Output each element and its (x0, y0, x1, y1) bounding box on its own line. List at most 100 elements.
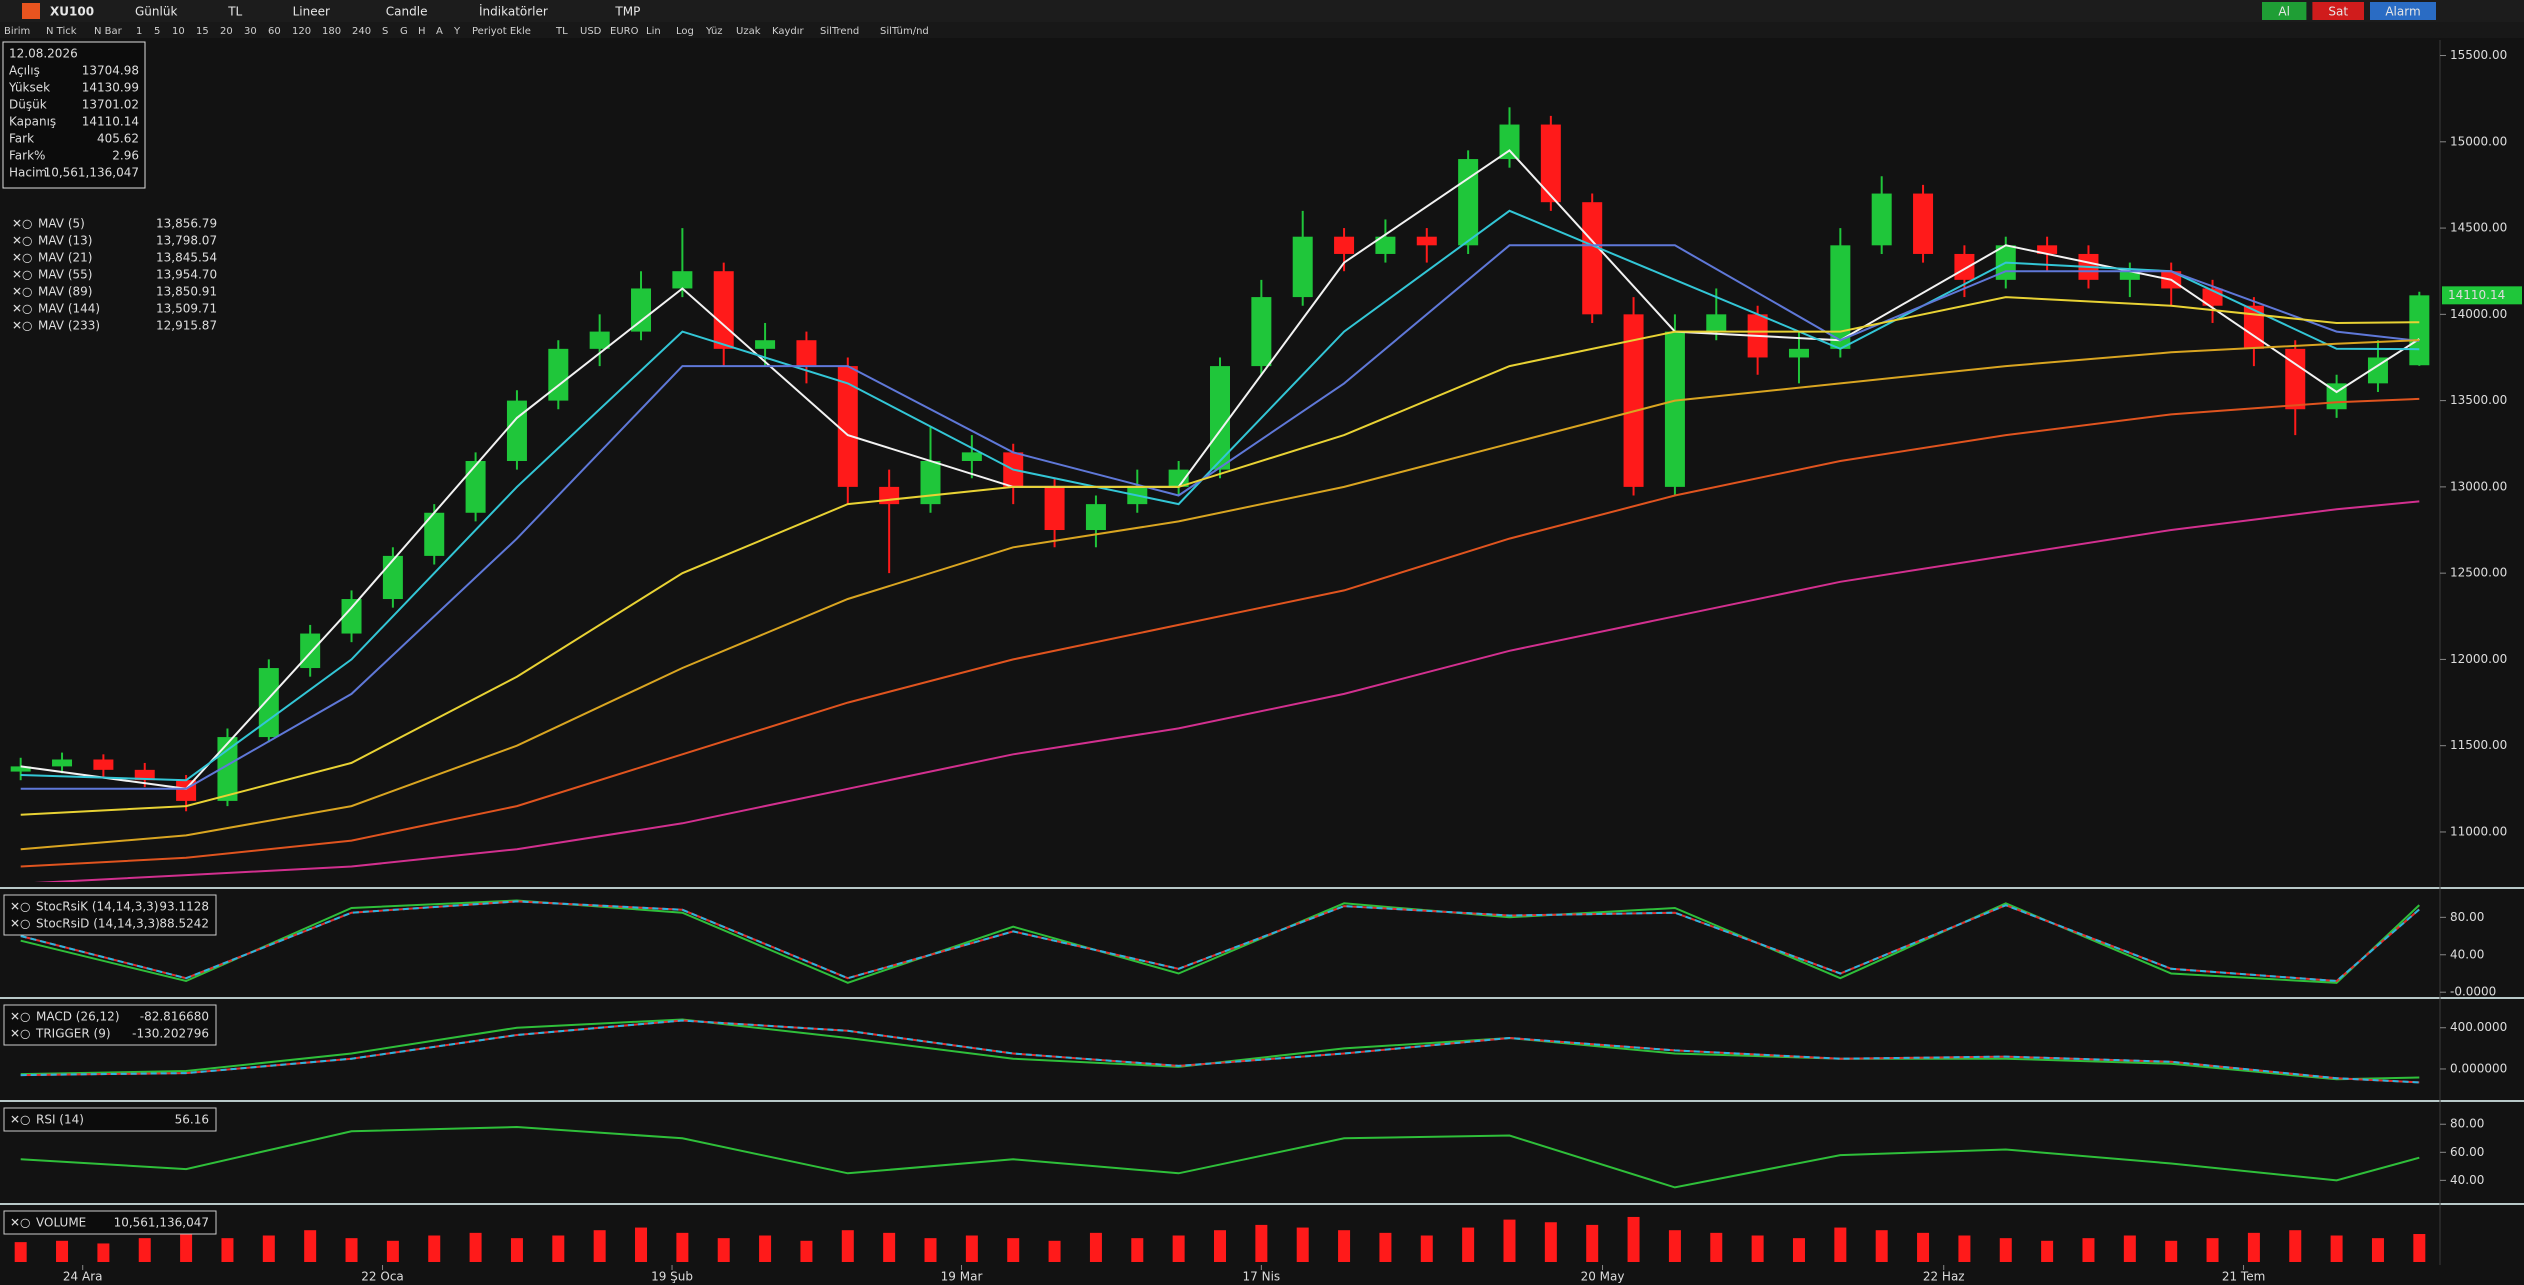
candle-body (1913, 193, 1934, 254)
toolbar-option[interactable]: N Bar (94, 26, 123, 37)
legend-name[interactable]: MAV (89) (38, 285, 92, 299)
candle-body (1416, 236, 1437, 246)
toolbar-option[interactable]: Birim (4, 26, 30, 37)
toolbar-option[interactable]: H (418, 26, 426, 37)
indicator-line (20, 339, 2420, 851)
candle-body (2119, 271, 2140, 280)
volume-bar (883, 1232, 896, 1262)
toolbar-option[interactable]: 20 (220, 26, 233, 37)
symbol[interactable]: XU100 (50, 5, 94, 19)
volume-bar (180, 1232, 193, 1262)
x-tick-label: 19 Mar (941, 1270, 983, 1284)
toolbar-option[interactable]: 180 (322, 26, 341, 37)
toolbar-option[interactable]: N Tick (46, 26, 77, 37)
toolbar-option[interactable]: Y (453, 26, 461, 37)
toolbar-option[interactable]: 10 (172, 26, 185, 37)
legend-icon: ✕○ (10, 917, 31, 931)
candle-body (2367, 357, 2388, 384)
toolbar-option[interactable]: 60 (268, 26, 281, 37)
y-tick-label: 80.00 (2450, 910, 2484, 924)
candle-body (1375, 236, 1396, 254)
volume-bar (262, 1235, 275, 1262)
legend-icon: ✕○ (12, 319, 33, 333)
info-label: Kapanış (9, 115, 56, 129)
toolbar-option[interactable]: Log (676, 26, 694, 37)
legend-icon: ✕○ (10, 1216, 31, 1230)
toolbar-option[interactable]: G (400, 26, 408, 37)
candle-body (2285, 348, 2306, 410)
volume-bar (221, 1238, 234, 1262)
y-tick-label: 12500.00 (2450, 566, 2507, 580)
volume-bar (1131, 1238, 1144, 1262)
button-label[interactable]: Sat (2328, 5, 2348, 19)
legend-name[interactable]: MAV (21) (38, 251, 92, 265)
toolbar-item[interactable]: Günlük (135, 5, 177, 19)
toolbar-item[interactable]: TL (227, 5, 242, 19)
volume-bar (593, 1230, 606, 1262)
legend-name[interactable]: MAV (233) (38, 319, 100, 333)
legend-name[interactable]: MAV (144) (38, 302, 100, 316)
toolbar-item[interactable]: İndikatörler (479, 4, 548, 19)
legend-name[interactable]: MAV (55) (38, 268, 92, 282)
legend-value: 13,850.91 (156, 285, 217, 299)
legend-name[interactable]: TRIGGER (9) (35, 1027, 111, 1041)
last-price-tag (2442, 286, 2522, 305)
indicator-line (20, 1125, 2420, 1189)
volume-bar (1668, 1230, 1681, 1262)
logo (22, 3, 40, 19)
candle-body (1292, 236, 1313, 298)
button[interactable] (2262, 2, 2307, 20)
toolbar-item[interactable]: Candle (386, 5, 428, 19)
legend-name[interactable]: RSI (14) (36, 1113, 84, 1127)
toolbar-option[interactable]: SilTüm/nd (880, 26, 929, 37)
legend-name[interactable]: MAV (5) (38, 217, 85, 231)
toolbar-option[interactable]: 30 (244, 26, 257, 37)
toolbar-option[interactable]: TL (555, 26, 568, 37)
legend-name[interactable]: VOLUME (36, 1216, 86, 1230)
toolbar-option[interactable]: Periyot Ekle (472, 26, 531, 37)
toolbar-item[interactable]: Lineer (293, 5, 330, 19)
toolbar-option[interactable]: A (436, 26, 443, 37)
toolbar-option[interactable]: Uzak (736, 26, 761, 37)
button-label[interactable]: Al (2278, 5, 2290, 19)
toolbar-option[interactable]: 15 (196, 26, 209, 37)
legend-name[interactable]: MAV (13) (38, 234, 92, 248)
toolbar-option[interactable]: 5 (154, 26, 160, 37)
volume-bar (1544, 1222, 1557, 1262)
volume-bar (1462, 1227, 1475, 1262)
x-tick-label: 21 Tem (2222, 1270, 2265, 1284)
toolbar-option[interactable]: Kaydır (772, 26, 805, 37)
toolbar-option[interactable]: 1 (136, 26, 142, 37)
info-value: 405.62 (97, 132, 139, 146)
toolbar-option[interactable]: SilTrend (820, 26, 859, 37)
button[interactable] (2370, 2, 2436, 20)
toolbar (0, 0, 2524, 22)
volume-bar (428, 1235, 441, 1262)
legend-name[interactable]: MACD (26,12) (36, 1010, 120, 1024)
button-label[interactable]: Alarm (2385, 5, 2420, 19)
toolbar-option[interactable]: 240 (352, 26, 371, 37)
legend-name[interactable]: StocRsiD (14,14,3,3) (36, 917, 160, 931)
toolbar-option[interactable]: USD (580, 26, 602, 37)
info-value: 10,561,136,047 (44, 166, 139, 180)
toolbar-option[interactable]: EURO (610, 26, 639, 37)
volume-bar (304, 1230, 317, 1262)
legend-value: 13,798.07 (156, 234, 217, 248)
candle-body (382, 555, 403, 600)
x-tick-label: 22 Haz (1923, 1270, 1965, 1284)
toolbar-option[interactable]: Lin (646, 26, 661, 37)
legend-name[interactable]: StocRsiK (14,14,3,3) (36, 900, 158, 914)
legend-value: 88.5242 (159, 917, 209, 931)
legend-icon: ✕○ (12, 302, 33, 316)
y-tick-label: 0.000000 (2450, 1061, 2507, 1075)
toolbar-option[interactable]: 120 (292, 26, 311, 37)
indicator-line (20, 397, 2420, 868)
candle-body (1830, 245, 1851, 349)
legend-value: 93.1128 (159, 900, 209, 914)
button[interactable] (2312, 2, 2364, 20)
toolbar-option[interactable]: Yüz (705, 26, 723, 37)
volume-bar (2413, 1234, 2426, 1262)
toolbar-item[interactable]: TMP (614, 5, 640, 19)
toolbar-option[interactable]: S (382, 26, 388, 37)
